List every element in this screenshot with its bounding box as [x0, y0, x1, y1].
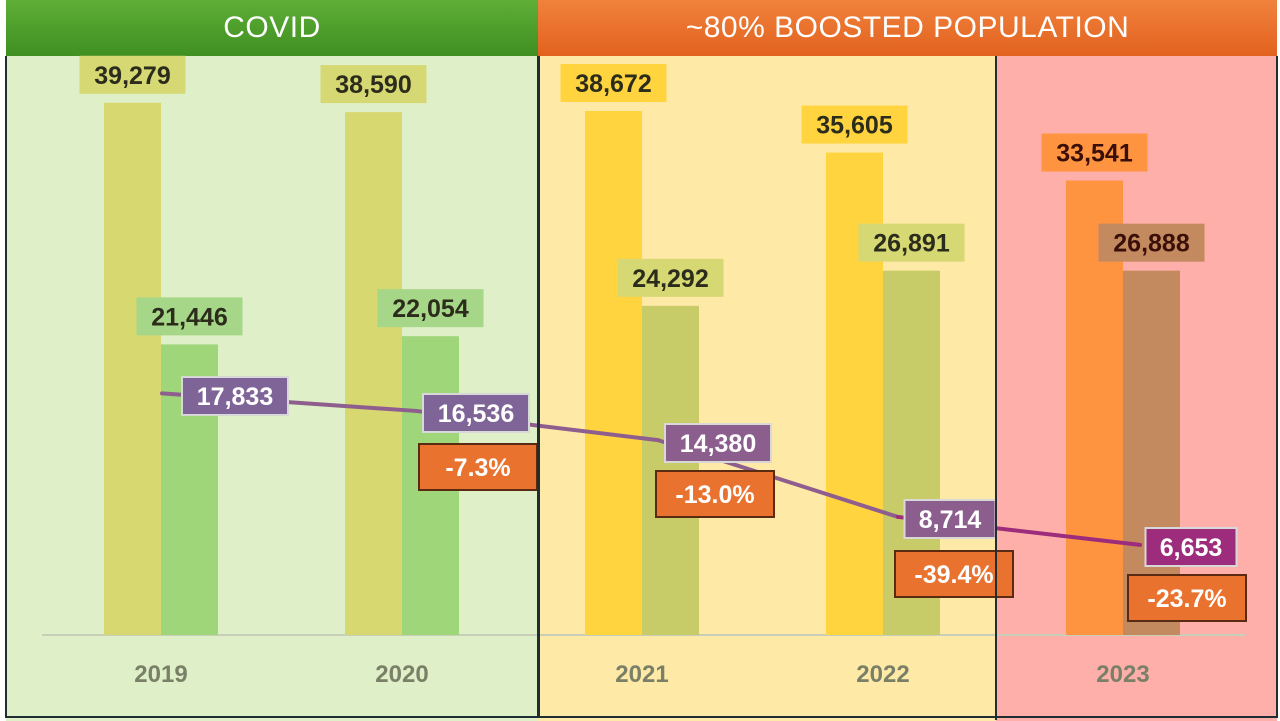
pct-change-2023-text: -23.7%: [1147, 585, 1226, 613]
label-series-b-2019-text: 21,446: [151, 303, 227, 331]
pct-change-2023: -23.7%: [1127, 574, 1247, 622]
label-line-2021-text: 14,380: [680, 430, 756, 458]
label-series-a-2023-text: 33,541: [1056, 140, 1133, 168]
boosted-population-header: ~80% BOOSTED POPULATION: [538, 0, 1277, 56]
label-series-a-2019-box: [79, 55, 186, 94]
label-line-2022: 8,714: [903, 499, 997, 539]
label-line-2020-text: 16,536: [438, 400, 514, 428]
label-series-a-2021-box: [560, 63, 667, 102]
label-series-b-2022-text: 26,891: [873, 230, 950, 258]
label-line-2023-text: 6,653: [1160, 534, 1223, 562]
pct-change-2023-box: [1127, 574, 1247, 622]
pct-change-2021: -13.0%: [655, 470, 775, 518]
label-series-a-2022-text: 35,605: [816, 112, 893, 140]
label-series-b-2021-text: 24,292: [632, 265, 708, 293]
label-series-a-2019: 39,279: [79, 55, 186, 94]
year-2023-separator: [995, 56, 997, 720]
x-tick-label-2020: 2020: [375, 661, 428, 688]
label-series-b-2020-text: 22,054: [392, 295, 469, 323]
label-line-2023-box: [1144, 527, 1238, 567]
label-series-a-2019-text: 39,279: [94, 62, 170, 90]
label-series-b-2022-box: [858, 223, 965, 262]
label-series-a-2020-text: 38,590: [335, 71, 411, 99]
label-series-a-2023: 33,541: [1041, 133, 1148, 172]
label-series-a-2020: 38,590: [320, 65, 427, 104]
label-series-b-2022: 26,891: [858, 223, 965, 262]
label-series-b-2019: 21,446: [136, 297, 243, 336]
label-line-2019: 17,833: [181, 376, 289, 416]
label-line-2021: 14,380: [664, 423, 772, 463]
label-line-2022-text: 8,714: [919, 506, 982, 534]
pct-change-2020: -7.3%: [418, 443, 538, 491]
label-line-2023: 6,653: [1144, 527, 1238, 567]
x-tick-label-2019: 2019: [134, 661, 187, 688]
label-series-a-2023-box: [1041, 133, 1148, 172]
label-series-b-2023-box: [1098, 223, 1205, 262]
pct-change-2022-text: -39.4%: [914, 561, 993, 589]
pct-change-2022-box: [894, 550, 1014, 598]
pct-change-2020-text: -7.3%: [445, 454, 510, 482]
bar-series-a-2020: [345, 112, 402, 636]
label-series-b-2020-box: [377, 289, 484, 328]
pct-change-2022: -39.4%: [894, 550, 1014, 598]
label-series-b-2019-box: [136, 297, 243, 336]
label-line-2021-box: [664, 423, 772, 463]
bar-series-a-2021: [585, 110, 642, 636]
label-series-b-2021-box: [617, 258, 724, 297]
x-tick-label-2021: 2021: [615, 661, 668, 688]
label-line-2019-text: 17,833: [197, 383, 273, 411]
label-series-b-2023: 26,888: [1098, 223, 1205, 262]
label-series-a-2021: 38,672: [560, 63, 667, 102]
covid-header: COVID: [6, 0, 538, 56]
x-tick-label-2023: 2023: [1096, 661, 1149, 688]
pct-change-2021-text: -13.0%: [675, 481, 754, 509]
label-series-b-2021: 24,292: [617, 258, 724, 297]
label-series-a-2020-box: [320, 65, 427, 104]
label-line-2020: 16,536: [422, 393, 530, 433]
label-series-a-2022: 35,605: [801, 105, 908, 144]
label-series-b-2023-text: 26,888: [1113, 230, 1190, 258]
x-tick-label-2022: 2022: [856, 661, 909, 688]
label-series-a-2021-text: 38,672: [575, 70, 651, 98]
pct-change-2021-box: [655, 470, 775, 518]
label-line-2019-box: [181, 376, 289, 416]
pct-change-2020-box: [418, 443, 538, 491]
label-series-b-2020: 22,054: [377, 289, 484, 328]
label-series-a-2022-box: [801, 105, 908, 144]
bar-series-a-2019: [104, 102, 161, 636]
label-line-2020-box: [422, 393, 530, 433]
